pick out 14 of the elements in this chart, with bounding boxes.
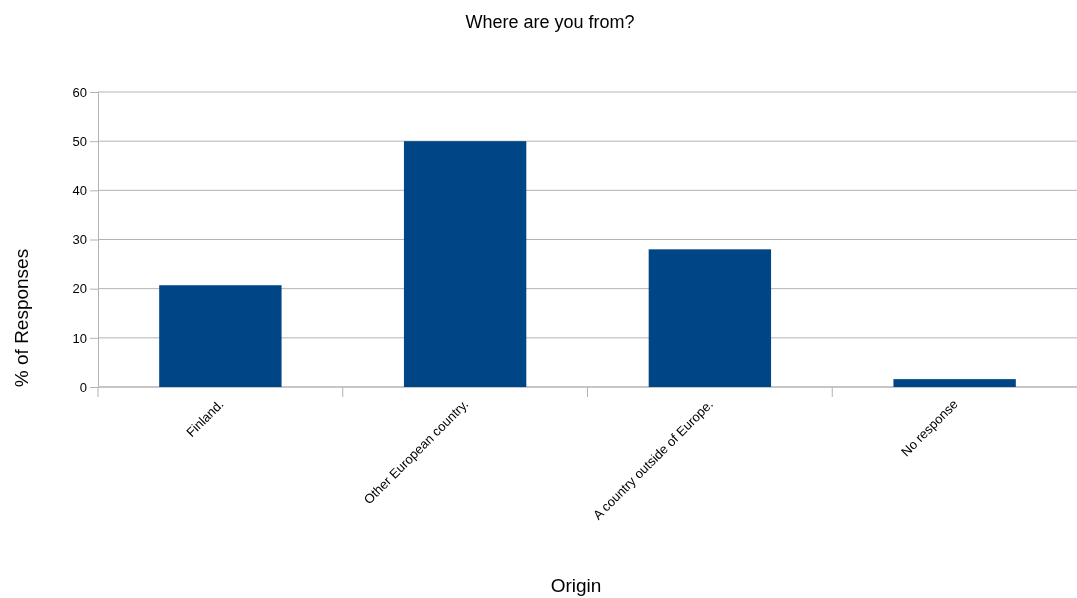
y-axis-title: % of Responses <box>11 248 32 388</box>
y-tick-label: 10 <box>72 330 87 346</box>
bar <box>893 379 1016 387</box>
chart-title: Where are you from? <box>465 12 635 32</box>
y-tick-label: 60 <box>72 84 87 100</box>
y-tick-label: 50 <box>72 133 87 149</box>
y-tick-label: 30 <box>72 232 87 248</box>
bar <box>403 141 527 387</box>
y-tick-label: 40 <box>72 182 87 198</box>
x-axis-title: Origin <box>550 575 602 596</box>
y-tick-label: 20 <box>72 281 87 297</box>
y-tick-label: 0 <box>79 379 87 395</box>
bar <box>648 249 772 387</box>
bar <box>159 285 282 387</box>
